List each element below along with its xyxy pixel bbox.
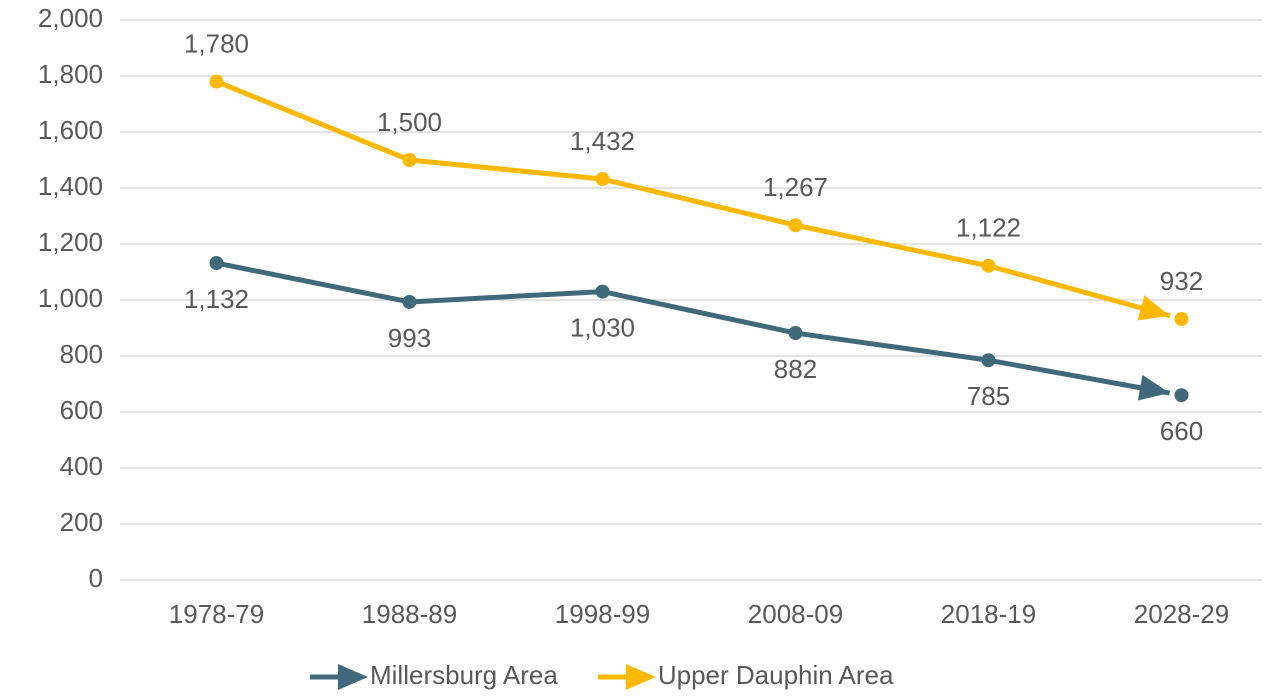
data-label: 785 <box>967 381 1010 411</box>
legend-label: Upper Dauphin Area <box>658 660 894 690</box>
legend-arrow <box>338 664 368 690</box>
data-label: 882 <box>774 354 817 384</box>
x-tick-label: 1978-79 <box>169 599 264 629</box>
data-label: 1,122 <box>956 213 1021 243</box>
x-tick-label: 1998-99 <box>555 599 650 629</box>
y-tick-label: 1,200 <box>38 227 103 257</box>
data-label: 1,267 <box>763 172 828 202</box>
y-tick-label: 0 <box>89 563 103 593</box>
x-tick-label: 2028-29 <box>1134 599 1229 629</box>
data-label: 1,432 <box>570 126 635 156</box>
data-point <box>209 74 224 89</box>
data-point <box>1174 388 1189 403</box>
x-tick-label: 2018-19 <box>941 599 1036 629</box>
data-point <box>981 353 996 368</box>
data-point <box>788 218 803 233</box>
data-point <box>595 172 610 187</box>
data-label: 993 <box>388 323 431 353</box>
y-tick-label: 200 <box>60 507 103 537</box>
x-tick-label: 2008-09 <box>748 599 843 629</box>
series-line <box>215 79 1171 319</box>
y-tick-label: 800 <box>60 339 103 369</box>
line-arrowhead <box>1137 374 1170 401</box>
y-tick-label: 2,000 <box>38 3 103 33</box>
data-label: 1,780 <box>184 28 249 58</box>
data-label: 1,500 <box>377 107 442 137</box>
y-tick-label: 600 <box>60 395 103 425</box>
line-arrowhead <box>1137 295 1170 321</box>
data-point <box>209 256 224 271</box>
y-tick-label: 1,800 <box>38 59 103 89</box>
legend-arrow <box>625 664 656 690</box>
legend: Millersburg Area Upper Dauphin Area <box>310 660 894 690</box>
x-tick-label: 1988-89 <box>362 599 457 629</box>
data-point <box>981 258 996 273</box>
series-line <box>216 260 1171 396</box>
data-point <box>788 326 803 341</box>
y-tick-label: 1,400 <box>38 171 103 201</box>
data-label: 932 <box>1160 266 1203 296</box>
data-point <box>1174 312 1189 327</box>
data-label: 1,132 <box>184 284 249 314</box>
data-point <box>402 294 417 309</box>
y-tick-label: 400 <box>60 451 103 481</box>
y-tick-label: 1,000 <box>38 283 103 313</box>
data-label: 660 <box>1160 416 1203 446</box>
data-point <box>595 284 610 299</box>
data-point <box>402 153 417 167</box>
data-label: 1,030 <box>570 312 635 342</box>
y-tick-label: 1,600 <box>38 115 103 145</box>
legend-label: Millersburg Area <box>370 660 558 690</box>
